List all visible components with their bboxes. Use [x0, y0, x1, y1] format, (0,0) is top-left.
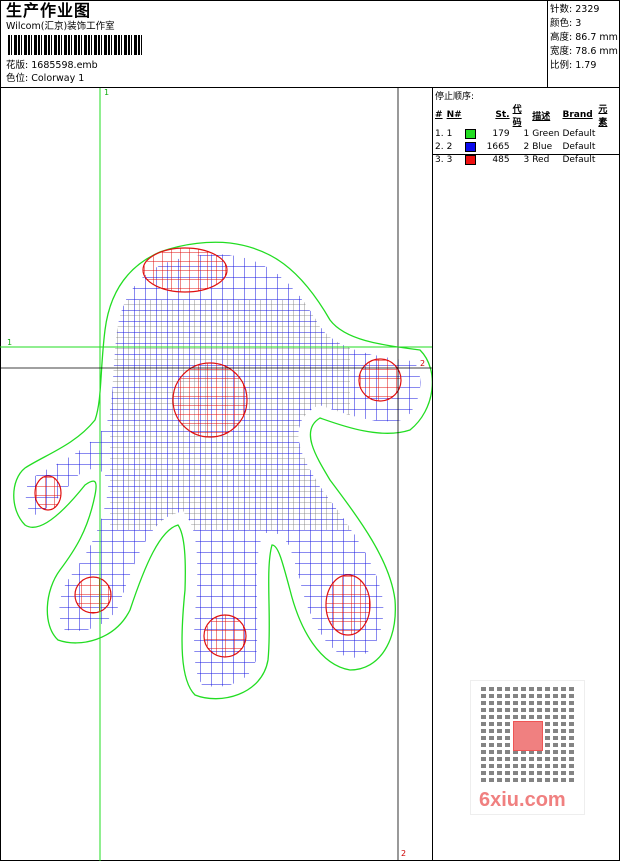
guide-label-v1: 1 — [104, 88, 110, 97]
stat-colors: 颜色: 3 — [550, 18, 582, 29]
table-row: 1. 1 179 1 Green Default — [435, 128, 596, 139]
company-name: Wilcom(汇京)装饰工作室 — [6, 21, 115, 32]
watermark: 6xiu.com — [470, 680, 585, 815]
stop-sequence: 停止顺序: # N# St. 代码 描述 Brand 元素 1. 1 179 1 Green… — [433, 88, 620, 165]
design-file: 花版: 1685598.emb — [6, 60, 98, 71]
design-canvas[interactable]: 1 1 2 2 — [0, 88, 432, 861]
color-swatch — [464, 154, 476, 165]
red-fills — [34, 247, 402, 658]
colorway: 色位: Colorway 1 — [6, 73, 85, 84]
design-stats: 针数: 2329 颜色: 3 高度: 86.7 mm 宽度: 78.6 mm 比… — [547, 0, 620, 88]
embroidery-preview — [0, 88, 432, 861]
guide-label-h2: 2 — [420, 359, 426, 368]
stat-width: 宽度: 78.6 mm — [550, 46, 618, 57]
stat-height: 高度: 86.7 mm — [550, 32, 618, 43]
table-row: 2. 2 1665 2 Blue Default — [435, 141, 596, 152]
guide-label-v2: 2 — [401, 849, 407, 858]
stop-sequence-table: # N# St. 代码 描述 Brand 元素 1. 1 179 1 Green Defaul… — [435, 102, 618, 167]
barcode — [8, 35, 143, 55]
seal-logo — [513, 721, 543, 751]
right-panel: 停止顺序: # N# St. 代码 描述 Brand 元素 1. 1 179 1 Green… — [432, 88, 620, 861]
stat-scale: 比例: 1.79 — [550, 60, 597, 71]
stat-stitches: 针数: 2329 — [550, 4, 600, 15]
watermark-text: 6xiu.com — [479, 789, 566, 811]
table-row: 3. 3 485 3 Red Default — [435, 154, 596, 165]
color-swatch — [464, 141, 476, 152]
page-title: 生产作业图 — [6, 1, 92, 20]
header: 生产作业图 Wilcom(汇京)装饰工作室 花版: 1685598.emb 色位… — [0, 0, 547, 88]
stop-sequence-title: 停止顺序: — [435, 92, 475, 102]
guide-label-h1: 1 — [7, 338, 13, 347]
color-swatch — [464, 128, 476, 139]
